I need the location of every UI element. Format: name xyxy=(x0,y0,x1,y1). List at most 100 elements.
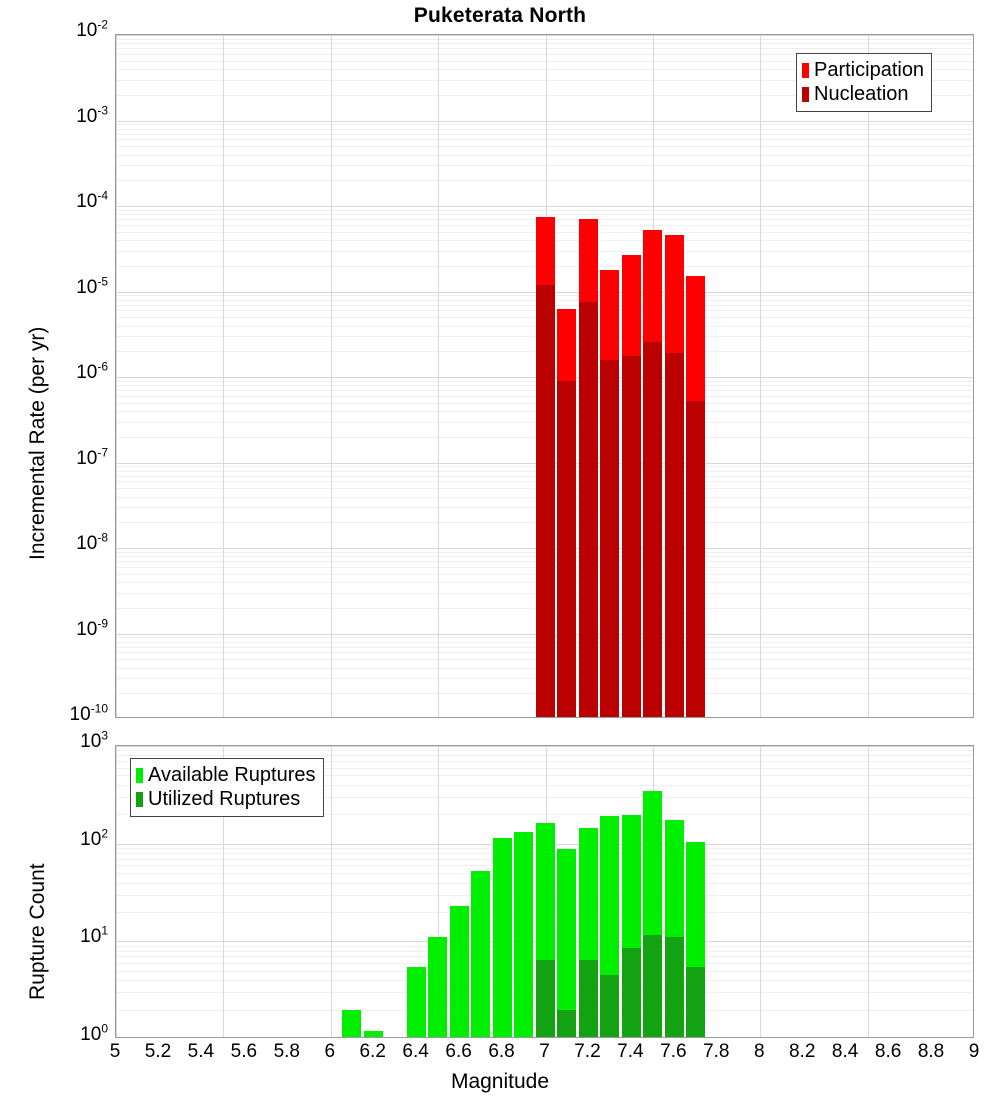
x-tick-label: 7 xyxy=(539,1041,550,1062)
legend-swatch-nucleation xyxy=(802,86,809,102)
bar-utilized-ruptures xyxy=(622,948,641,1037)
gridline-minor xyxy=(116,761,973,762)
gridline-minor xyxy=(116,39,973,40)
gridline-minor xyxy=(116,755,973,756)
gridline-minor xyxy=(116,124,973,125)
legend-swatch-available-ruptures xyxy=(136,767,143,783)
x-tick-label: 8.2 xyxy=(788,1041,816,1062)
x-tick-label: 6.8 xyxy=(488,1041,515,1062)
gridline-minor xyxy=(116,180,973,181)
y-tick-label: 10-6 xyxy=(76,359,108,383)
y-tick-label: 10-5 xyxy=(76,274,108,298)
gridline-minor xyxy=(116,814,973,815)
incremental-rate-plot xyxy=(115,34,974,718)
bar-nucleation xyxy=(665,353,684,717)
bar-utilized-ruptures xyxy=(600,975,619,1037)
bar-utilized-ruptures xyxy=(643,935,662,1037)
y-tick-label: 10-7 xyxy=(76,445,108,469)
gridline-minor xyxy=(116,155,973,156)
gridline-minor xyxy=(116,43,973,44)
legend-item: Participation xyxy=(802,58,924,82)
bar-utilized-ruptures xyxy=(665,937,684,1037)
page-title: Puketerata North xyxy=(413,4,587,27)
bar-available-ruptures xyxy=(493,838,512,1037)
gridline-minor xyxy=(116,139,973,140)
bar-nucleation xyxy=(600,360,619,717)
legend-swatch-participation xyxy=(802,62,809,78)
x-tick-label: 7.8 xyxy=(703,1041,730,1062)
top-legend: Participation Nucleation xyxy=(796,53,933,112)
legend-swatch-utilized-ruptures xyxy=(136,791,143,807)
gridline-minor xyxy=(116,69,973,70)
bar-utilized-ruptures xyxy=(579,960,598,1037)
legend-label-available-ruptures: Available Ruptures xyxy=(148,764,316,786)
x-tick-label: 5.2 xyxy=(144,1041,172,1062)
x-tick-label: 6.4 xyxy=(402,1041,429,1062)
x-tick-label: 7.4 xyxy=(617,1041,644,1062)
bar-available-ruptures xyxy=(342,1010,361,1037)
gridline-major xyxy=(116,206,973,207)
legend-label-nucleation: Nucleation xyxy=(814,83,909,105)
x-tick-label: 5.4 xyxy=(187,1041,215,1062)
legend-item: Utilized Ruptures xyxy=(136,787,316,811)
x-tick-label: 6.2 xyxy=(359,1041,386,1062)
y-tick-label: 10-4 xyxy=(76,188,108,212)
legend-item: Available Ruptures xyxy=(136,763,316,787)
y-tick-label: 10-3 xyxy=(76,103,108,127)
y-tick-label: 10-8 xyxy=(76,530,108,554)
gridline-vertical xyxy=(868,35,869,717)
bar-utilized-ruptures xyxy=(686,967,705,1037)
x-tick-label: 5.6 xyxy=(230,1041,258,1062)
x-tick-label: 6 xyxy=(324,1041,336,1062)
gridline-minor xyxy=(116,80,973,81)
bar-available-ruptures xyxy=(450,906,469,1037)
x-tick-label: 5.8 xyxy=(273,1041,300,1062)
gridline-minor xyxy=(116,134,973,135)
x-axis-label: Magnitude xyxy=(450,1070,550,1093)
gridline-major xyxy=(116,746,973,747)
gridline-minor xyxy=(116,61,973,62)
y-tick-label: 102 xyxy=(80,826,108,850)
gridline-vertical xyxy=(868,746,869,1037)
gridline-vertical xyxy=(223,35,224,717)
gridline-vertical xyxy=(331,746,332,1037)
bottom-legend: Available Ruptures Utilized Ruptures xyxy=(130,758,324,817)
y-tick-label: 10-10 xyxy=(69,701,108,725)
bar-available-ruptures xyxy=(407,967,426,1037)
x-tick-label: 8.8 xyxy=(917,1041,945,1062)
gridline-minor xyxy=(116,48,973,49)
x-tick-label: 5 xyxy=(109,1041,121,1062)
bar-nucleation xyxy=(686,401,705,717)
bottom-y-axis-label: Rupture Count xyxy=(26,863,49,1000)
gridline-major xyxy=(116,35,973,36)
bar-available-ruptures xyxy=(514,832,533,1037)
legend-label-participation: Participation xyxy=(814,59,925,81)
gridline-vertical xyxy=(331,35,332,717)
gridline-vertical xyxy=(116,746,117,1037)
x-tick-label: 8.4 xyxy=(831,1041,859,1062)
gridline-vertical xyxy=(760,35,761,717)
gridline-minor xyxy=(116,210,973,211)
y-tick-label: 100 xyxy=(80,1021,108,1045)
bar-available-ruptures xyxy=(428,937,447,1037)
y-tick-label: 103 xyxy=(80,728,108,752)
gridline-vertical xyxy=(438,746,439,1037)
x-tick-label: 7.6 xyxy=(660,1041,687,1062)
bar-available-ruptures xyxy=(471,871,490,1037)
y-tick-label: 101 xyxy=(80,924,108,948)
gridline-minor xyxy=(116,750,973,751)
gridline-minor xyxy=(116,129,973,130)
y-tick-label: 10-2 xyxy=(76,17,108,41)
bar-available-ruptures xyxy=(364,1031,383,1037)
bar-utilized-ruptures xyxy=(557,1010,576,1037)
gridline-minor xyxy=(116,95,973,96)
gridline-minor xyxy=(116,54,973,55)
gridline-minor xyxy=(116,768,973,769)
gridline-vertical xyxy=(760,746,761,1037)
gridline-minor xyxy=(116,165,973,166)
top-y-axis-label: Incremental Rate (per yr) xyxy=(26,326,49,560)
bar-utilized-ruptures xyxy=(536,960,555,1037)
gridline-vertical xyxy=(438,35,439,717)
gridline-minor xyxy=(116,797,973,798)
